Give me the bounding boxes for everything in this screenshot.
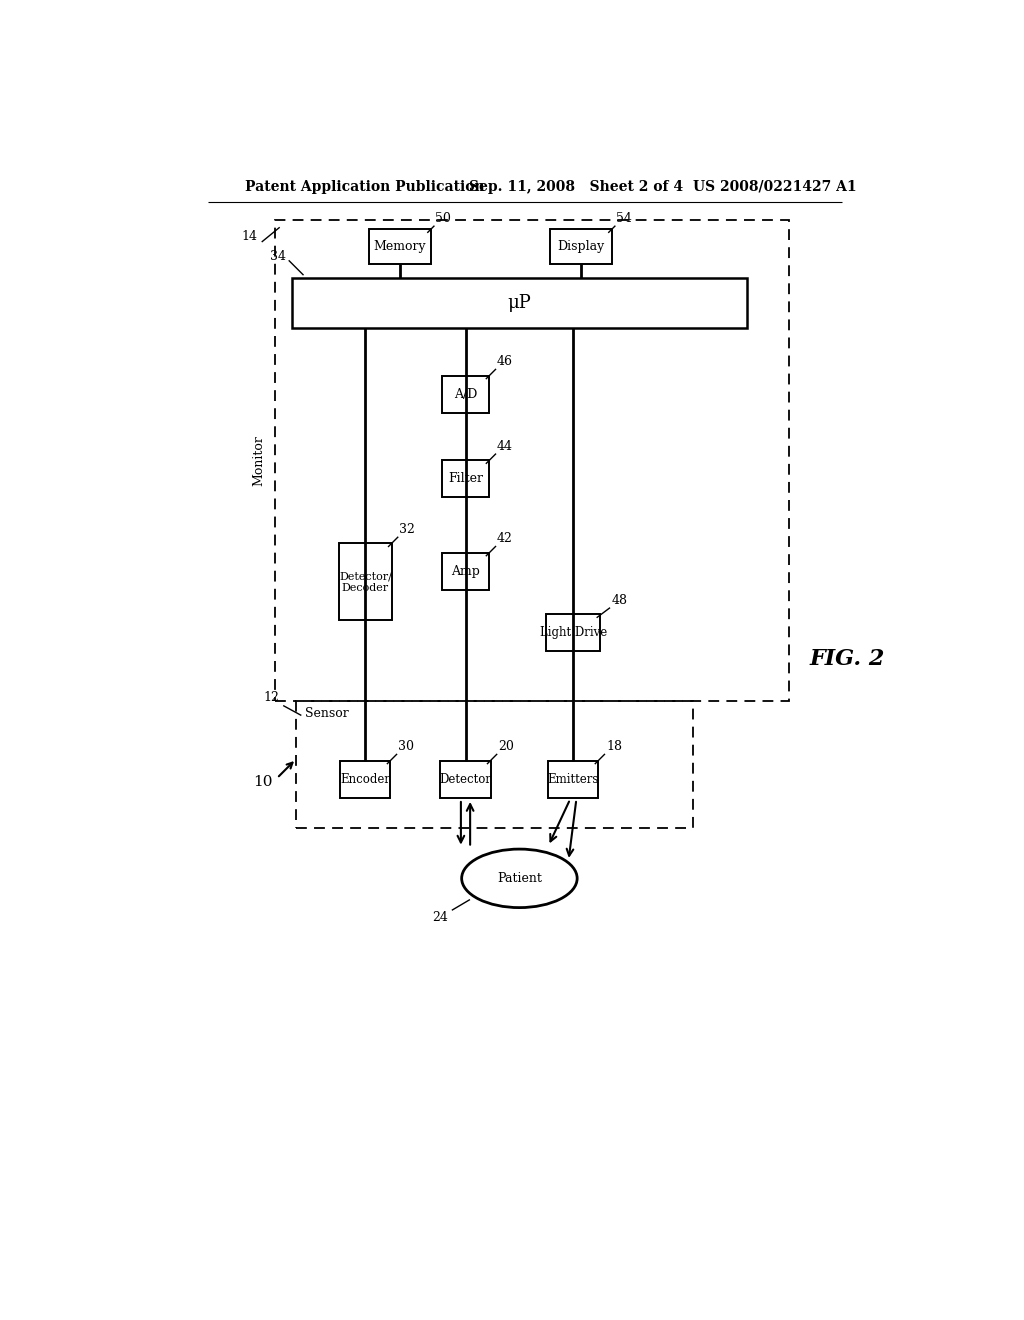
Text: 50: 50 (435, 211, 452, 224)
Bar (340, 760, 390, 797)
Text: 54: 54 (616, 211, 632, 224)
Ellipse shape (462, 849, 578, 908)
Bar (292, 277, 746, 327)
Text: Sep. 11, 2008   Sheet 2 of 4: Sep. 11, 2008 Sheet 2 of 4 (469, 180, 683, 194)
Text: 32: 32 (399, 523, 415, 536)
Text: Patent Application Publication: Patent Application Publication (245, 180, 484, 194)
Text: US 2008/0221427 A1: US 2008/0221427 A1 (692, 180, 856, 194)
Text: Amp: Amp (452, 565, 480, 578)
Text: 24: 24 (432, 911, 447, 924)
Bar (440, 760, 490, 797)
Bar (339, 544, 391, 620)
Text: 20: 20 (499, 739, 514, 752)
Text: 48: 48 (611, 594, 628, 607)
Text: 12: 12 (263, 692, 280, 705)
Text: 42: 42 (497, 532, 513, 545)
Text: 18: 18 (606, 739, 622, 752)
Text: 30: 30 (398, 739, 414, 752)
Bar (547, 614, 600, 651)
Text: Detector: Detector (439, 772, 492, 785)
Text: FIG. 2: FIG. 2 (810, 648, 885, 671)
Text: Filter: Filter (449, 473, 483, 486)
Bar (441, 461, 489, 498)
Text: 46: 46 (497, 355, 513, 368)
Text: μP: μP (508, 294, 531, 312)
Text: 10: 10 (254, 775, 273, 789)
Text: Light Drive: Light Drive (540, 626, 607, 639)
Bar (296, 701, 692, 829)
Text: Monitor: Monitor (252, 436, 265, 486)
Text: Patient: Patient (497, 871, 542, 884)
Bar (441, 553, 489, 590)
Text: Encoder: Encoder (340, 772, 390, 785)
Text: Display: Display (557, 240, 604, 253)
Text: Emitters: Emitters (548, 772, 599, 785)
Text: 34: 34 (270, 249, 286, 263)
Bar (274, 220, 788, 701)
Bar (441, 375, 489, 412)
Text: A/D: A/D (454, 388, 477, 400)
Bar (548, 760, 598, 797)
Text: Sensor: Sensor (305, 708, 349, 721)
Text: 14: 14 (242, 230, 258, 243)
Text: Detector/
Decoder: Detector/ Decoder (339, 572, 392, 593)
Bar (550, 230, 611, 264)
Text: Memory: Memory (374, 240, 426, 253)
Bar (370, 230, 431, 264)
Text: 44: 44 (497, 440, 513, 453)
